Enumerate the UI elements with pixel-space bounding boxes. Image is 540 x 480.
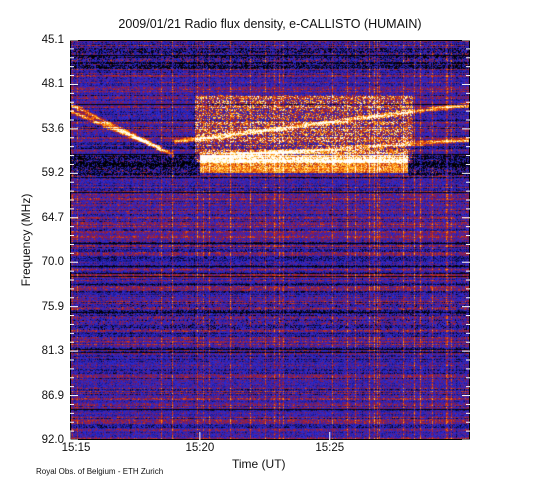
y-tick-label: 81.3 (41, 345, 64, 358)
x-tick-label: 15:20 (185, 442, 215, 454)
y-tick-label: 92.0 (41, 434, 64, 446)
y-tick-label: 75.9 (41, 300, 64, 313)
x-axis-label: Time (UT) (232, 457, 286, 471)
y-tick-label: 53.6 (41, 122, 64, 135)
spectrogram-heatmap (70, 40, 470, 440)
y-tick-label: 45.1 (41, 34, 64, 46)
y-tick-label: 48.1 (41, 78, 64, 91)
x-tick-label: 15:25 (315, 442, 345, 454)
y-tick-label: 64.7 (41, 211, 64, 224)
chart-title: 2009/01/21 Radio flux density, e-CALLIST… (118, 17, 422, 31)
x-tick-label: 15:15 (61, 442, 91, 454)
y-tick-label: 70.0 (41, 256, 64, 269)
y-tick-label: 86.9 (41, 389, 64, 402)
y-tick-label: 59.2 (41, 167, 64, 180)
y-axis-label: Frequency (MHz) (19, 193, 33, 287)
credit-text: Royal Obs. of Belgium - ETH Zurich (36, 467, 164, 476)
